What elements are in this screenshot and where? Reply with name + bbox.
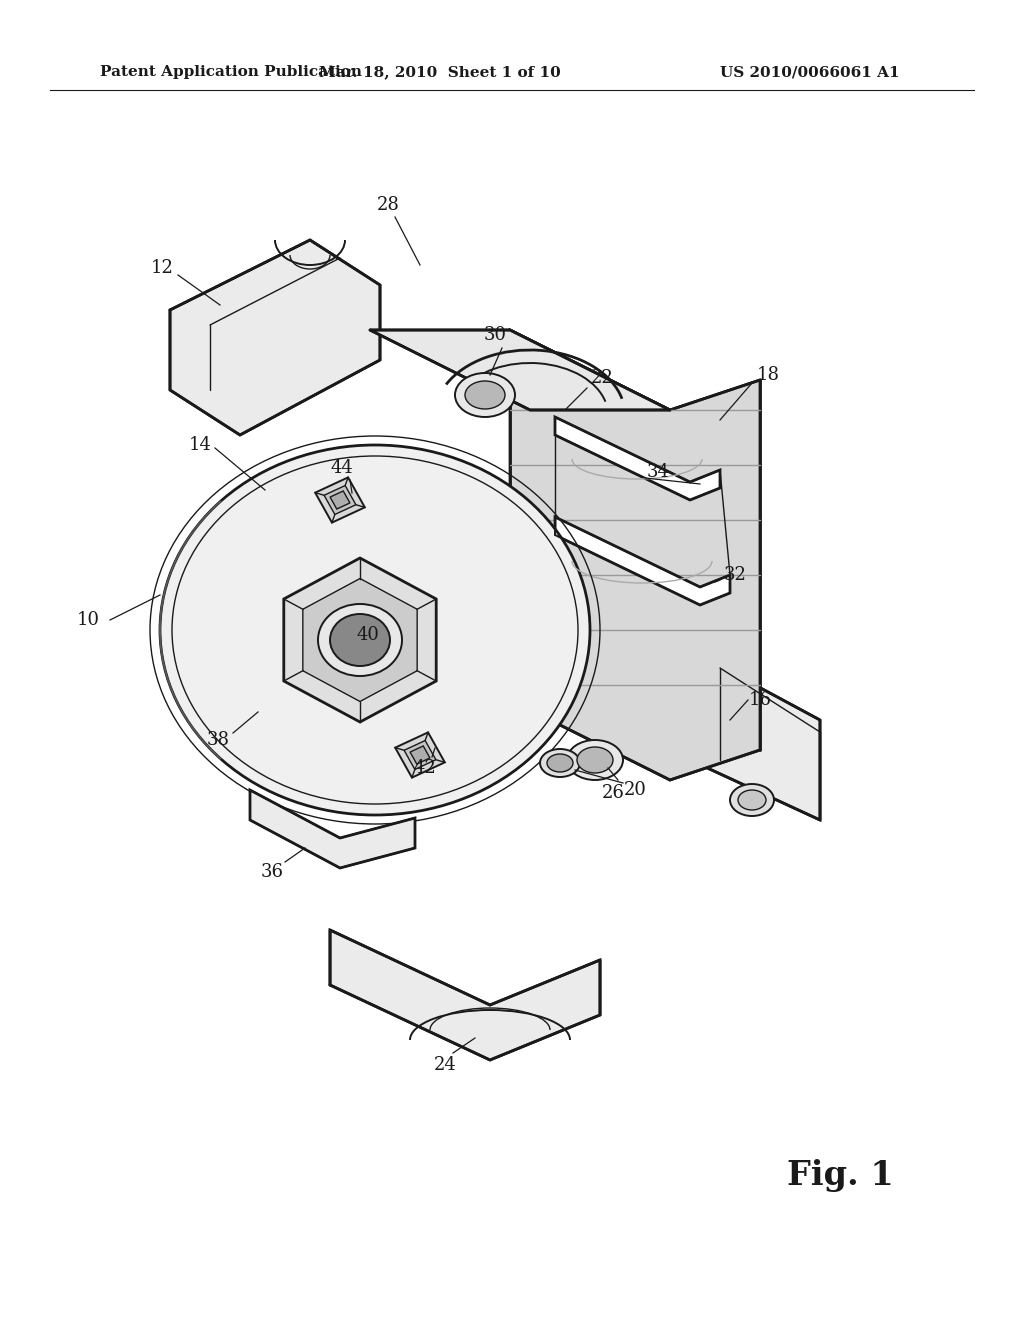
Text: 24: 24 (433, 1056, 457, 1074)
Text: 10: 10 (77, 611, 99, 630)
Polygon shape (170, 240, 380, 436)
Ellipse shape (567, 741, 623, 780)
Polygon shape (370, 330, 670, 411)
Text: 30: 30 (483, 326, 507, 345)
Text: 38: 38 (207, 731, 229, 748)
Text: 28: 28 (377, 195, 399, 214)
Ellipse shape (330, 614, 390, 667)
Text: 20: 20 (624, 781, 646, 799)
Polygon shape (250, 789, 415, 869)
Polygon shape (555, 417, 720, 500)
Polygon shape (410, 746, 430, 764)
Text: 32: 32 (724, 566, 746, 583)
Polygon shape (395, 733, 444, 777)
Text: Fig. 1: Fig. 1 (786, 1159, 893, 1192)
Ellipse shape (577, 747, 613, 774)
Text: 16: 16 (749, 690, 771, 709)
Text: 44: 44 (331, 459, 353, 477)
Text: 26: 26 (601, 784, 625, 803)
Ellipse shape (540, 748, 580, 777)
Text: US 2010/0066061 A1: US 2010/0066061 A1 (720, 65, 900, 79)
Ellipse shape (738, 789, 766, 810)
Polygon shape (510, 330, 760, 780)
Text: 22: 22 (591, 370, 613, 387)
Text: Patent Application Publication: Patent Application Publication (100, 65, 362, 79)
Text: 36: 36 (260, 863, 284, 880)
Ellipse shape (160, 445, 590, 814)
Ellipse shape (730, 784, 774, 816)
Text: 14: 14 (188, 436, 211, 454)
Polygon shape (330, 931, 600, 1060)
Ellipse shape (465, 381, 505, 409)
Ellipse shape (547, 754, 573, 772)
Polygon shape (284, 558, 436, 722)
Text: 18: 18 (757, 366, 779, 384)
Ellipse shape (318, 605, 402, 676)
Polygon shape (315, 478, 365, 523)
Text: 12: 12 (151, 259, 173, 277)
Polygon shape (303, 578, 417, 701)
Text: 42: 42 (414, 759, 436, 777)
Polygon shape (404, 741, 436, 770)
Ellipse shape (455, 374, 515, 417)
Polygon shape (330, 491, 350, 510)
Text: 40: 40 (356, 626, 380, 644)
Polygon shape (690, 649, 820, 820)
Polygon shape (325, 486, 356, 515)
Polygon shape (555, 517, 730, 605)
Text: 34: 34 (646, 463, 670, 480)
Text: Mar. 18, 2010  Sheet 1 of 10: Mar. 18, 2010 Sheet 1 of 10 (319, 65, 561, 79)
